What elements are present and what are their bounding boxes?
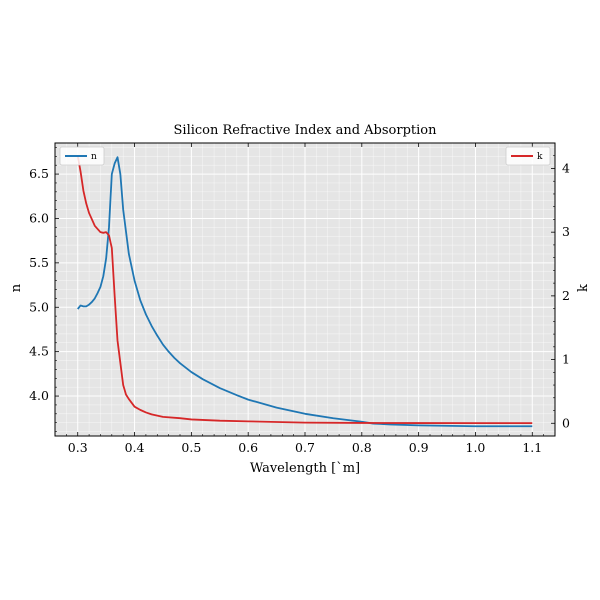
series-n-line bbox=[77, 156, 533, 428]
legend-n-label: n bbox=[91, 152, 97, 162]
y-right-tick-label: 3 bbox=[562, 224, 570, 239]
y-axis-left-label: n bbox=[9, 283, 24, 292]
x-tick-label: 0.7 bbox=[295, 440, 315, 455]
y-right-tick-label: 1 bbox=[562, 352, 570, 367]
x-tick-label: 0.9 bbox=[409, 440, 429, 455]
x-tick-label: 1.0 bbox=[466, 440, 486, 455]
y-right-tick-label: 4 bbox=[562, 160, 570, 175]
y-left-tick-label: 4.5 bbox=[29, 344, 49, 359]
y-left-tick-label: 6.0 bbox=[29, 210, 49, 225]
x-tick-label: 0.3 bbox=[68, 440, 88, 455]
x-axis-label: Wavelength [`m] bbox=[250, 461, 360, 476]
y-left-tick-label: 5.5 bbox=[29, 255, 49, 270]
series-k-line bbox=[76, 155, 533, 425]
y-right-tick-label: 2 bbox=[562, 288, 570, 303]
x-tick-label: 0.5 bbox=[181, 440, 201, 455]
x-tick-label: 0.6 bbox=[238, 440, 258, 455]
chart-title: Silicon Refractive Index and Absorption bbox=[174, 123, 438, 138]
x-tick-label: 0.8 bbox=[352, 440, 372, 455]
x-tick-label: 1.1 bbox=[522, 440, 542, 455]
ticks: 0.3 0.4 0.5 0.6 0.7 0.8 0.9 1.0 1.1 4.0 4.5 5.0 5.5 6… bbox=[29, 143, 570, 455]
x-tick-label: 0.4 bbox=[125, 440, 145, 455]
y-left-tick-label: 5.0 bbox=[29, 299, 49, 314]
legend-k-label: k bbox=[537, 152, 543, 162]
y-right-tick-label: 0 bbox=[562, 415, 570, 430]
y-axis-right-label: k bbox=[576, 284, 591, 292]
y-left-tick-label: 4.0 bbox=[29, 388, 49, 403]
y-left-tick-label: 6.5 bbox=[29, 166, 49, 181]
series-layer bbox=[76, 155, 533, 428]
